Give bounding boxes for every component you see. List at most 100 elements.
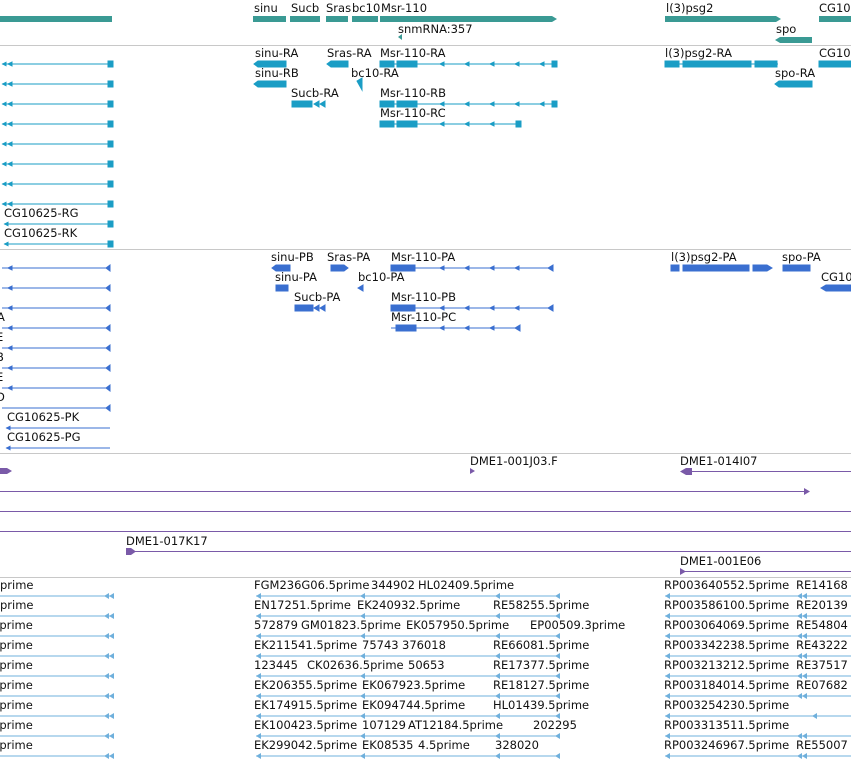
- exon[interactable]: [551, 60, 558, 68]
- gene-feature[interactable]: [665, 16, 781, 22]
- est-label: RE66081.5prime: [493, 638, 589, 652]
- gene-feature[interactable]: [775, 37, 812, 43]
- exon[interactable]: [107, 220, 114, 228]
- exon[interactable]: [379, 100, 395, 108]
- gene-feature[interactable]: [0, 16, 112, 22]
- transcript-label: sinu-RA: [255, 46, 298, 60]
- est-label: EN17251.5prime: [254, 598, 351, 612]
- exon[interactable]: [253, 80, 287, 88]
- exon[interactable]: [682, 60, 752, 68]
- exon[interactable]: [107, 100, 114, 108]
- exon[interactable]: [515, 120, 522, 128]
- protein-exon[interactable]: [390, 264, 416, 272]
- clone-feature[interactable]: [470, 468, 475, 474]
- gene-feature[interactable]: [380, 16, 557, 22]
- est-label: RE17377.5prime: [493, 658, 589, 672]
- exon[interactable]: [107, 180, 114, 188]
- exon[interactable]: [107, 60, 114, 68]
- protein-label: Msr-110-PC: [391, 310, 456, 324]
- protein-exon[interactable]: [275, 284, 289, 292]
- est-label: 123445: [254, 658, 298, 672]
- est-label: 5prime: [0, 718, 33, 732]
- transcript-label: Msr-110-RB: [380, 86, 446, 100]
- est-label: 376018: [402, 638, 446, 652]
- est-label: RE20139: [796, 598, 848, 612]
- exon[interactable]: [107, 80, 114, 88]
- protein-label: l(3)psg2-PA: [671, 250, 737, 264]
- exon[interactable]: [379, 120, 395, 128]
- protein-label: Sucb-PA: [294, 290, 341, 304]
- est-label: RP003640552.5prime: [664, 578, 789, 592]
- protein-exon[interactable]: [395, 324, 417, 332]
- clone-feature[interactable]: [126, 548, 136, 555]
- exon[interactable]: [291, 100, 313, 108]
- est-label: AT12184.5prime: [408, 718, 503, 732]
- exon[interactable]: [379, 60, 395, 68]
- gene-feature[interactable]: [253, 16, 286, 22]
- protein-exon[interactable]: [820, 284, 851, 292]
- exon[interactable]: [326, 60, 349, 68]
- est-label: HL02409.5prime: [418, 578, 514, 592]
- exon[interactable]: [664, 60, 680, 68]
- exon[interactable]: [396, 120, 418, 128]
- est-label: RP003342238.5prime: [664, 638, 789, 652]
- exon[interactable]: [754, 60, 778, 68]
- protein-exon[interactable]: [782, 264, 811, 272]
- intron-arrow: [438, 101, 545, 107]
- exon[interactable]: [356, 77, 363, 92]
- exon[interactable]: [107, 240, 114, 248]
- est-label: RE37517: [796, 658, 848, 672]
- exon[interactable]: [107, 120, 114, 128]
- est-label: FGM236G06.5prime: [254, 578, 369, 592]
- protein-exon[interactable]: [670, 264, 680, 272]
- protein-label: E: [0, 370, 3, 384]
- est-label: EK100423.5prime: [254, 718, 357, 732]
- gene-feature[interactable]: [398, 34, 402, 40]
- exon[interactable]: [551, 100, 558, 108]
- clone-feature[interactable]: [680, 468, 692, 475]
- est-label: HL01439.5prime: [493, 698, 589, 712]
- gene-feature[interactable]: [290, 16, 320, 22]
- clone-label: DME1-017K17: [126, 534, 208, 548]
- protein-exon[interactable]: [330, 264, 349, 272]
- exon[interactable]: [818, 60, 851, 68]
- exon[interactable]: [107, 160, 114, 168]
- est-label: CK02636.5prime: [307, 658, 404, 672]
- protein-exon[interactable]: [313, 304, 326, 312]
- gene-feature[interactable]: [326, 16, 348, 22]
- clone-label: DME1-001J03.F: [470, 454, 558, 468]
- transcript-label: Sucb-RA: [291, 86, 339, 100]
- est-label: RE54804: [796, 618, 848, 632]
- exon[interactable]: [396, 60, 418, 68]
- transcript-label: Sras-RA: [327, 46, 372, 60]
- exon[interactable]: [396, 100, 418, 108]
- est-label: 5prime: [0, 618, 33, 632]
- exon[interactable]: [774, 80, 813, 88]
- protein-exon[interactable]: [682, 264, 750, 272]
- intron-arrow: [438, 304, 554, 312]
- est-label: RP003254230.5prime: [664, 698, 789, 712]
- gene-feature[interactable]: [352, 16, 378, 22]
- gene-feature[interactable]: [819, 16, 851, 22]
- protein-exon[interactable]: [294, 304, 314, 312]
- intron-arrow: [438, 324, 521, 332]
- gene-label: CG10: [819, 1, 851, 15]
- exon[interactable]: [313, 100, 326, 108]
- protein-exon[interactable]: [271, 264, 291, 272]
- est-label: EP00509.3prime: [530, 618, 625, 632]
- gene-label: spo: [776, 22, 796, 36]
- gene-label: l(3)psg2: [666, 1, 713, 15]
- clone-label: DME1-001E06: [680, 554, 761, 568]
- clone-feature[interactable]: [0, 468, 12, 474]
- protein-exon[interactable]: [357, 284, 364, 292]
- protein-exon[interactable]: [390, 304, 416, 312]
- exon[interactable]: [253, 60, 287, 68]
- protein-exon[interactable]: [752, 264, 773, 272]
- exon[interactable]: [107, 140, 114, 148]
- protein-label: Sras-PA: [327, 250, 370, 264]
- exon[interactable]: [107, 200, 114, 208]
- protein-label: sinu-PA: [275, 270, 317, 284]
- est-label: EK206355.5prime: [254, 678, 357, 692]
- clone-label: DME1-014I07: [680, 454, 758, 468]
